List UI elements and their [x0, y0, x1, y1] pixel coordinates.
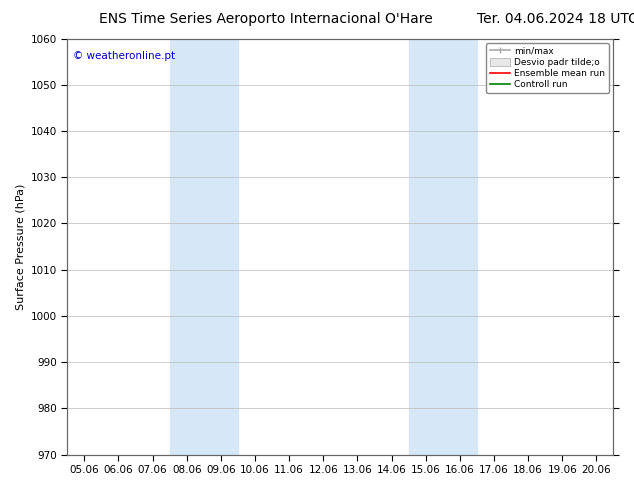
- Y-axis label: Surface Pressure (hPa): Surface Pressure (hPa): [15, 183, 25, 310]
- Legend: min/max, Desvio padr tilde;o, Ensemble mean run, Controll run: min/max, Desvio padr tilde;o, Ensemble m…: [486, 43, 609, 93]
- Text: Ter. 04.06.2024 18 UTC: Ter. 04.06.2024 18 UTC: [477, 12, 634, 26]
- Text: ENS Time Series Aeroporto Internacional O'Hare: ENS Time Series Aeroporto Internacional …: [100, 12, 433, 26]
- Bar: [408, 39, 477, 455]
- Bar: [170, 39, 238, 455]
- Text: © weatheronline.pt: © weatheronline.pt: [73, 51, 175, 61]
